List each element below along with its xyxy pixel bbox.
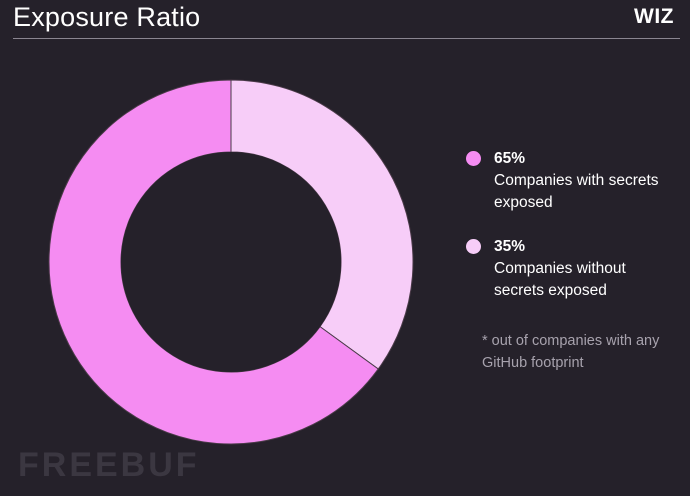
- legend-label-not-exposed: Companies without secrets exposed: [494, 260, 626, 299]
- title-divider: [13, 38, 680, 39]
- page-title: Exposure Ratio: [13, 2, 201, 32]
- legend-item-exposed: 65% Companies with secrets exposed: [466, 148, 664, 214]
- brand-logo: WIZ: [634, 5, 674, 28]
- legend-value-exposed: 65%: [494, 150, 526, 167]
- donut-hole: [121, 152, 341, 372]
- chart-legend: 65% Companies with secrets exposed 35% C…: [466, 148, 664, 324]
- legend-swatch-not-exposed: [466, 239, 481, 254]
- legend-item-not-exposed: 35% Companies without secrets exposed: [466, 236, 664, 302]
- watermark: FREEBUF: [18, 446, 200, 484]
- legend-value-not-exposed: 35%: [494, 238, 526, 255]
- legend-swatch-exposed: [466, 151, 481, 166]
- legend-label-exposed: Companies with secrets exposed: [494, 172, 659, 211]
- chart-footnote: * out of companies with any GitHub footp…: [482, 333, 660, 371]
